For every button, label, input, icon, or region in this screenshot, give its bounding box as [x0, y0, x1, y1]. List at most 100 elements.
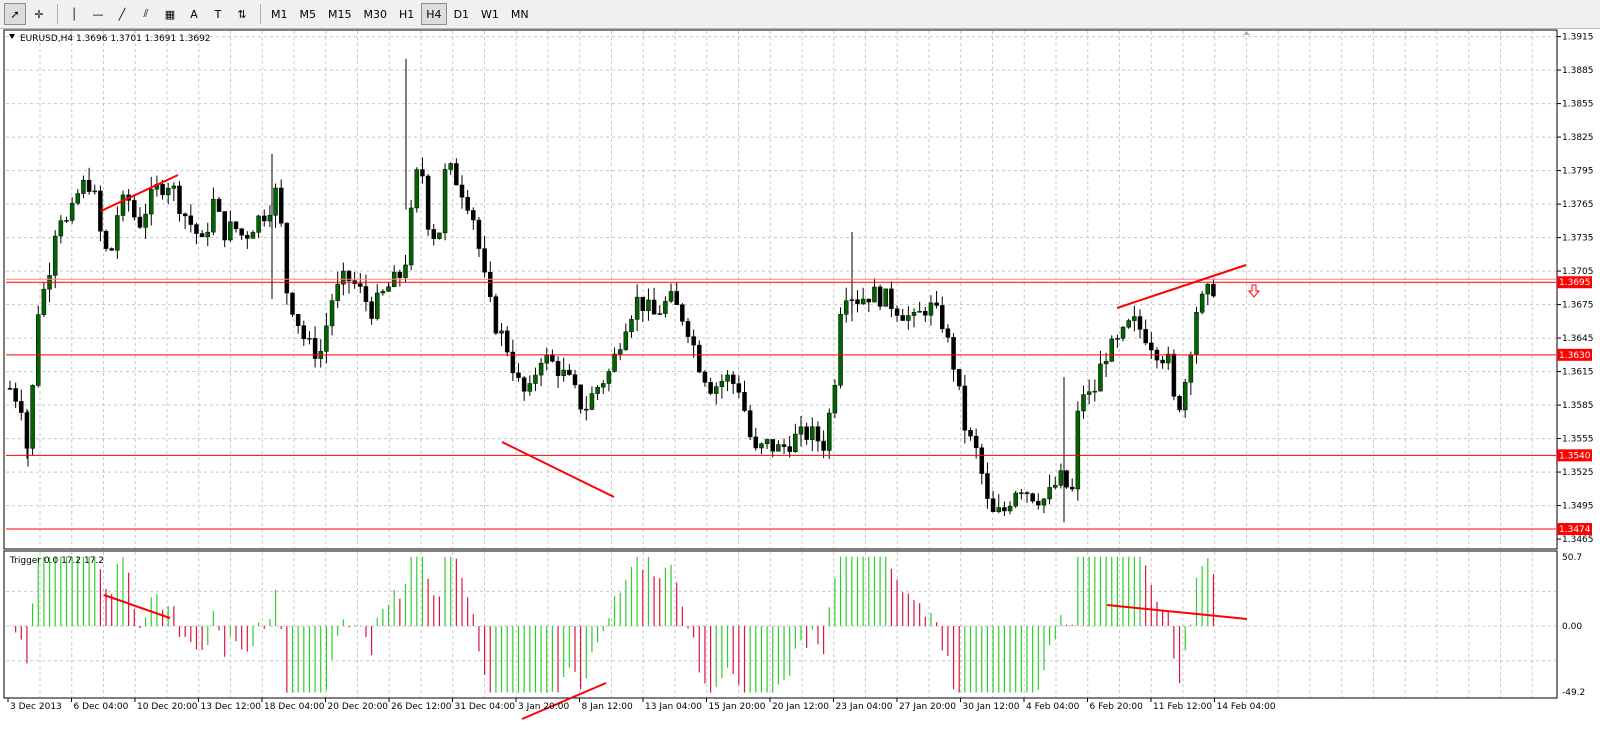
- cursor-icon[interactable]: ➚: [4, 3, 26, 25]
- trend-line[interactable]: [1106, 604, 1248, 620]
- candle-body: [928, 302, 934, 316]
- candle-body: [199, 233, 205, 238]
- candle-body: [171, 185, 177, 189]
- price-tick-label: 1.3615: [1562, 368, 1594, 378]
- fibonacci-icon[interactable]: ▦: [164, 7, 176, 21]
- candle-body: [482, 248, 487, 273]
- indicator-tick-label: 50.7: [1562, 553, 1582, 563]
- candle-body: [375, 292, 380, 319]
- candle-body: [657, 313, 662, 315]
- shift-marker-icon[interactable]: [1243, 31, 1250, 35]
- timeframe-mn-button[interactable]: MN: [510, 7, 529, 21]
- candle-body: [86, 179, 92, 192]
- candle-body: [273, 187, 278, 216]
- timeframe-m1-button[interactable]: M1: [271, 7, 288, 21]
- candle-body: [1103, 361, 1109, 365]
- candle-body: [177, 185, 182, 215]
- candle-body: [521, 377, 527, 392]
- toolbar-separator: [260, 4, 261, 24]
- chart-window[interactable]: 1.3695 1.3630 1.3540 1.3474 1.3915 1.3885 1.3…: [0, 29, 1600, 729]
- candle-body: [1081, 394, 1086, 412]
- candle-body: [69, 202, 75, 221]
- trend-line[interactable]: [521, 682, 607, 720]
- arrows-icon[interactable]: ⇅: [237, 7, 247, 21]
- candle-body: [996, 507, 1001, 512]
- candle-body: [889, 288, 894, 310]
- candle-body: [397, 271, 403, 278]
- price-tick-label: 1.3525: [1562, 468, 1594, 478]
- trend-lines[interactable]: [100, 174, 1248, 720]
- vertical-line-icon[interactable]: │: [70, 7, 78, 21]
- trend-line[interactable]: [103, 594, 171, 619]
- candle-body: [256, 215, 261, 233]
- trend-line[interactable]: [100, 174, 179, 212]
- candle-body: [516, 372, 521, 378]
- timeframe-w1-button[interactable]: W1: [481, 7, 499, 21]
- trend-line[interactable]: [501, 441, 615, 498]
- candle-body: [120, 194, 126, 216]
- candle-body: [640, 296, 646, 311]
- candle-body: [216, 198, 222, 212]
- candle-body: [132, 200, 137, 218]
- indicator-histogram: [9, 556, 1215, 693]
- crosshair-icon[interactable]: ✛: [34, 7, 44, 21]
- candle-body: [115, 215, 120, 251]
- horizontal-line-icon[interactable]: —: [92, 7, 104, 21]
- indicator-pane[interactable]: [3, 550, 1558, 699]
- candle-body: [1075, 410, 1081, 490]
- candle-body: [815, 426, 821, 442]
- candle-body: [646, 299, 651, 311]
- candle-body: [1109, 338, 1114, 362]
- candle-body: [623, 331, 629, 350]
- timeframe-m5-button[interactable]: M5: [299, 7, 317, 21]
- candle-body: [894, 308, 900, 316]
- level-lines[interactable]: 1.3695 1.3630 1.3540 1.3474: [6, 276, 1592, 536]
- candle-body: [1149, 342, 1154, 351]
- time-tick-label: 3 Jan 20:00: [518, 702, 570, 712]
- timeframe-d1-button[interactable]: D1: [453, 7, 470, 21]
- time-tick-label: 6 Dec 04:00: [74, 702, 129, 712]
- candle-body: [92, 190, 97, 193]
- candle-body: [674, 291, 679, 305]
- toolbar: ➚ ✛ │ — ╱ ⫽ ▦ A T ⇅ M1 M5 M15 M30 H1 H4 D1 W1 MN: [0, 0, 1600, 29]
- trend-line[interactable]: [1116, 264, 1247, 309]
- candle-body: [109, 248, 114, 251]
- candle-body: [19, 401, 24, 413]
- candle-body: [985, 473, 990, 499]
- candle-body: [821, 440, 826, 451]
- candle-body: [454, 163, 459, 186]
- candle-body: [1041, 498, 1047, 506]
- candle-body: [1132, 316, 1137, 321]
- candle-body: [736, 383, 742, 393]
- candle-body: [787, 446, 792, 452]
- candle-body: [36, 314, 41, 386]
- candle-body: [324, 325, 329, 352]
- timeframe-h1-button[interactable]: H1: [399, 7, 415, 21]
- timeframe-m15-button[interactable]: M15: [328, 7, 352, 21]
- trendline-icon[interactable]: ╱: [118, 7, 126, 21]
- candle-body: [668, 291, 674, 302]
- candle-body: [165, 188, 171, 196]
- level-tag-text: 1.3630: [1559, 351, 1591, 361]
- time-tick-label: 13 Dec 12:00: [201, 702, 262, 712]
- candle-body: [719, 380, 725, 387]
- candle-body: [75, 193, 81, 204]
- timeframe-h4-button[interactable]: H4: [421, 3, 447, 25]
- time-tick-label: 26 Dec 12:00: [391, 702, 452, 712]
- candle-body: [414, 169, 420, 209]
- timeframe-m30-button[interactable]: M30: [363, 7, 388, 21]
- candle-body: [143, 213, 148, 228]
- candle-body: [103, 231, 109, 249]
- indicator-axis: 50.7 0.00 -49.2: [1562, 553, 1585, 698]
- candle-body: [233, 221, 239, 230]
- sell-arrow-icon: [1247, 284, 1261, 298]
- candle-body: [1098, 363, 1103, 392]
- price-pane[interactable]: [3, 29, 1558, 550]
- label-icon[interactable]: T: [214, 7, 222, 21]
- text-icon[interactable]: A: [190, 7, 198, 21]
- price-tick-label: 1.3585: [1562, 401, 1594, 411]
- symbol-dropdown-icon[interactable]: [9, 34, 15, 39]
- channel-icon[interactable]: ⫽: [143, 7, 149, 20]
- candle-body: [629, 319, 634, 333]
